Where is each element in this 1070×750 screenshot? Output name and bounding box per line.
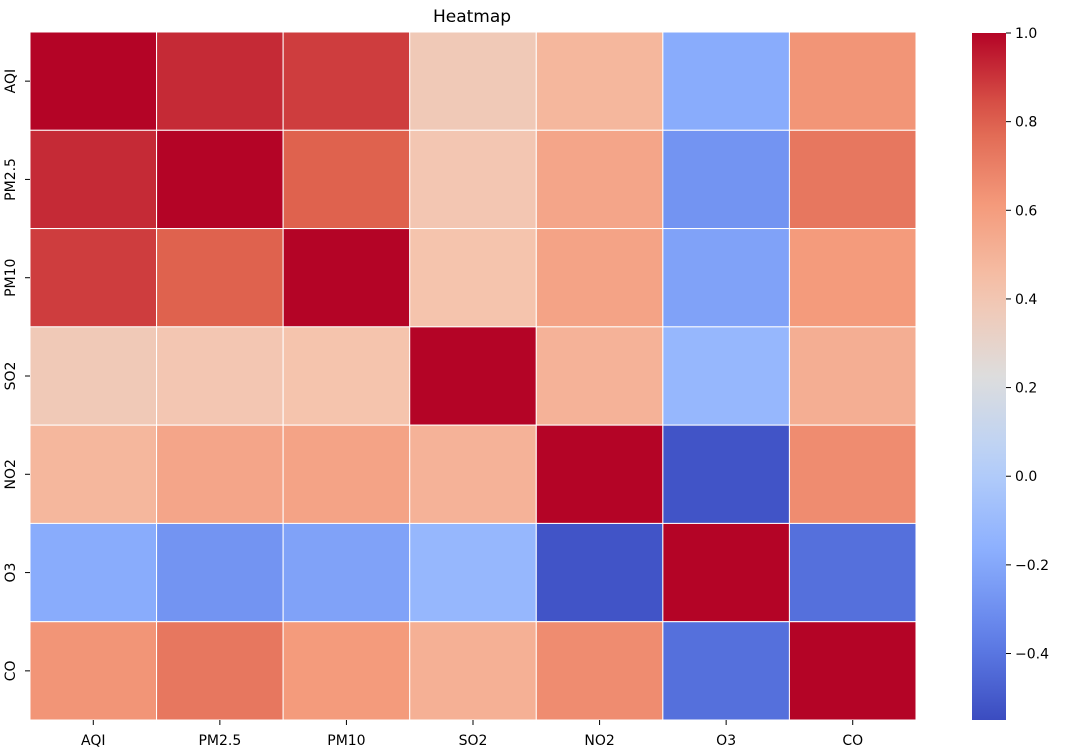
y-tick-label: NO2 [3, 459, 19, 489]
heatmap-cell-AQI-O3 [662, 31, 790, 131]
heatmap-cell-PM2.5-CO [788, 129, 917, 230]
heatmap-cell-SO2-PM10 [282, 326, 411, 426]
colorbar-tick-label: 1.0 [1015, 26, 1037, 42]
colorbar-tick-label: −0.2 [1015, 558, 1049, 574]
y-tick-label: PM10 [3, 259, 19, 297]
heatmap-cell-PM2.5-PM10 [282, 129, 411, 230]
heatmap-cell-NO2-SO2 [409, 424, 537, 524]
heatmap-cell-AQI-PM2.5 [156, 31, 284, 131]
colorbar [972, 33, 1006, 720]
heatmap-cell-NO2-PM10 [282, 424, 411, 524]
heatmap-cell-O3-SO2 [409, 522, 537, 623]
y-tick-label: O3 [3, 563, 19, 583]
x-axis-ticks: AQI PM2.5 PM10 SO2 NO2 O3 CO [81, 720, 863, 749]
heatmap-cell-O3-NO2 [535, 522, 664, 623]
y-tick-label: SO2 [3, 362, 19, 391]
x-tick-label: PM2.5 [198, 733, 241, 749]
heatmap-cells [29, 31, 917, 721]
heatmap-cell-NO2-AQI [29, 424, 158, 524]
y-axis-ticks: AQI PM2.5 PM10 SO2 NO2 O3 CO [3, 69, 30, 681]
heatmap-cell-PM10-PM10 [282, 228, 411, 328]
heatmap-cell-PM2.5-O3 [662, 129, 790, 230]
heatmap-cell-CO-AQI [29, 621, 158, 721]
heatmap-cell-NO2-NO2 [535, 424, 664, 524]
heatmap-cell-CO-PM2.5 [156, 621, 284, 721]
heatmap-cell-CO-SO2 [409, 621, 537, 721]
colorbar-tick-label: −0.4 [1015, 647, 1049, 663]
heatmap-cell-SO2-PM2.5 [156, 326, 284, 426]
y-tick-label: CO [3, 660, 19, 681]
chart-title: Heatmap [433, 7, 511, 27]
x-tick-label: NO2 [584, 733, 614, 749]
heatmap-cell-PM2.5-AQI [29, 129, 158, 230]
heatmap-cell-PM10-CO [788, 228, 917, 328]
heatmap-cell-SO2-O3 [662, 326, 790, 426]
heatmap-cell-O3-AQI [29, 522, 158, 623]
heatmap-cell-PM10-NO2 [535, 228, 664, 328]
x-tick-label: AQI [81, 733, 105, 749]
colorbar-tick-label: 0.2 [1015, 381, 1037, 397]
heatmap-cell-CO-CO [788, 621, 917, 721]
heatmap-cell-PM10-SO2 [409, 228, 537, 328]
colorbar-tick-label: 0.4 [1015, 292, 1037, 308]
heatmap-cell-SO2-SO2 [409, 326, 537, 426]
heatmap-cell-O3-PM2.5 [156, 522, 284, 623]
heatmap-cell-CO-O3 [662, 621, 790, 721]
colorbar-tick-label: 0.8 [1015, 115, 1037, 131]
heatmap-cell-PM10-O3 [662, 228, 790, 328]
heatmap-cell-NO2-PM2.5 [156, 424, 284, 524]
y-tick-label: AQI [3, 69, 19, 93]
heatmap-cell-CO-PM10 [282, 621, 411, 721]
x-tick-label: CO [842, 733, 863, 749]
heatmap-cell-AQI-NO2 [535, 31, 664, 131]
heatmap-cell-AQI-AQI [29, 31, 158, 131]
x-tick-label: O3 [716, 733, 736, 749]
colorbar-ticks: 1.0 0.8 0.6 0.4 0.2 0.0 −0.2 −0.4 [1006, 26, 1049, 663]
heatmap-cell-PM2.5-NO2 [535, 129, 664, 230]
y-tick-label: PM2.5 [3, 158, 19, 201]
heatmap-cell-O3-PM10 [282, 522, 411, 623]
heatmap-cell-NO2-CO [788, 424, 917, 524]
heatmap-cell-AQI-PM10 [282, 31, 411, 131]
heatmap-cell-PM10-PM2.5 [156, 228, 284, 328]
heatmap-cell-PM10-AQI [29, 228, 158, 328]
heatmap-cell-AQI-SO2 [409, 31, 537, 131]
heatmap-cell-PM2.5-SO2 [409, 129, 537, 230]
heatmap-cell-NO2-O3 [662, 424, 790, 524]
heatmap-cell-O3-CO [788, 522, 917, 623]
x-tick-label: SO2 [459, 733, 488, 749]
heatmap-cell-O3-O3 [662, 522, 790, 623]
heatmap-cell-CO-NO2 [535, 621, 664, 721]
heatmap-cell-AQI-CO [788, 31, 917, 131]
colorbar-tick-label: 0.0 [1015, 469, 1037, 485]
heatmap-cell-SO2-AQI [29, 326, 158, 426]
heatmap-cell-SO2-NO2 [535, 326, 664, 426]
heatmap-cell-SO2-CO [788, 326, 917, 426]
colorbar-tick-label: 0.6 [1015, 203, 1037, 219]
x-tick-label: PM10 [327, 733, 365, 749]
heatmap-cell-PM2.5-PM2.5 [156, 129, 284, 230]
